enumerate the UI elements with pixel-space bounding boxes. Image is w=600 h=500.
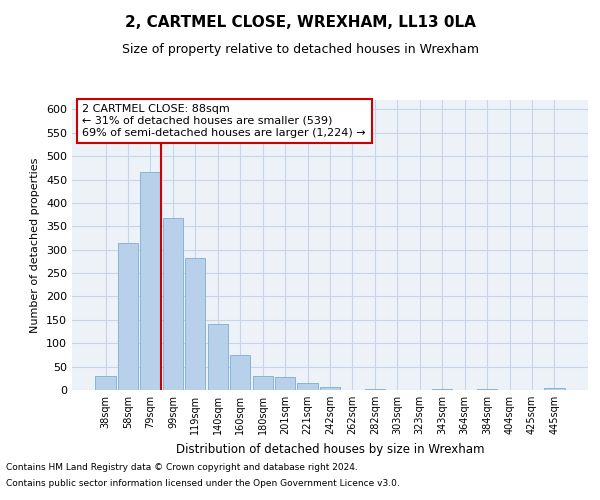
Bar <box>230 355 250 390</box>
Bar <box>320 386 340 390</box>
Text: 2, CARTMEL CLOSE, WREXHAM, LL13 0LA: 2, CARTMEL CLOSE, WREXHAM, LL13 0LA <box>125 15 475 30</box>
Bar <box>544 388 565 390</box>
Text: Contains HM Land Registry data © Crown copyright and database right 2024.: Contains HM Land Registry data © Crown c… <box>6 464 358 472</box>
Bar <box>275 378 295 390</box>
Bar <box>253 376 273 390</box>
Bar <box>298 383 317 390</box>
Bar <box>432 388 452 390</box>
Bar <box>140 172 161 390</box>
Text: 2 CARTMEL CLOSE: 88sqm
← 31% of detached houses are smaller (539)
69% of semi-de: 2 CARTMEL CLOSE: 88sqm ← 31% of detached… <box>82 104 366 138</box>
Bar <box>163 218 183 390</box>
Bar <box>95 376 116 390</box>
Bar <box>365 388 385 390</box>
Y-axis label: Number of detached properties: Number of detached properties <box>31 158 40 332</box>
Bar <box>185 258 205 390</box>
Text: Contains public sector information licensed under the Open Government Licence v3: Contains public sector information licen… <box>6 478 400 488</box>
Bar <box>208 324 228 390</box>
Text: Size of property relative to detached houses in Wrexham: Size of property relative to detached ho… <box>121 42 479 56</box>
X-axis label: Distribution of detached houses by size in Wrexham: Distribution of detached houses by size … <box>176 442 484 456</box>
Bar <box>118 242 138 390</box>
Bar <box>477 388 497 390</box>
